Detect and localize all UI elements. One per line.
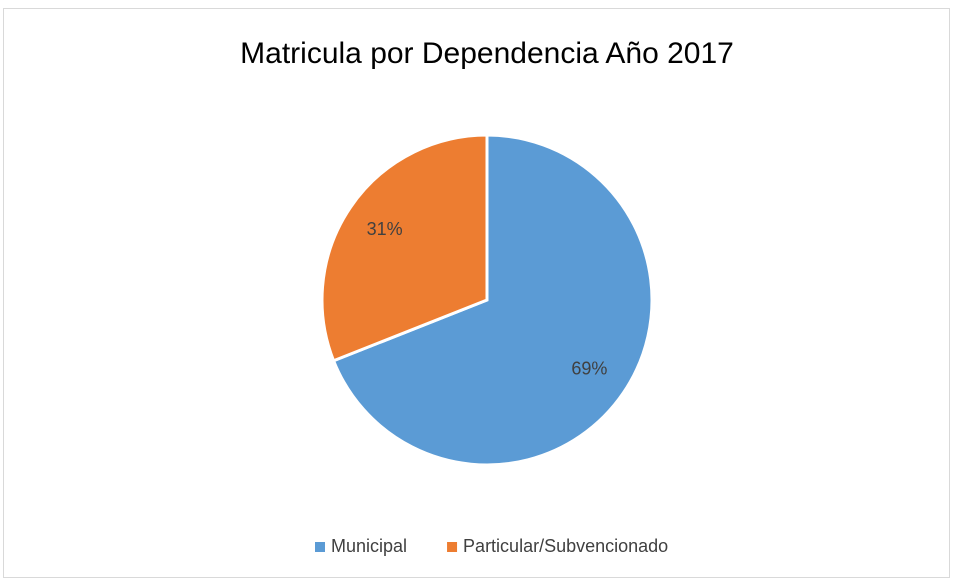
legend-label: Particular/Subvencionado <box>463 536 668 556</box>
data-label: 31% <box>367 219 403 239</box>
legend-swatch <box>447 542 458 552</box>
pie-slice <box>320 133 489 363</box>
chart-title: Matricula por Dependencia Año 2017 <box>240 37 734 70</box>
legend-label: Municipal <box>331 536 407 556</box>
legend-swatch <box>315 542 325 552</box>
pie-slice <box>331 133 654 467</box>
data-label: 69% <box>571 358 607 378</box>
